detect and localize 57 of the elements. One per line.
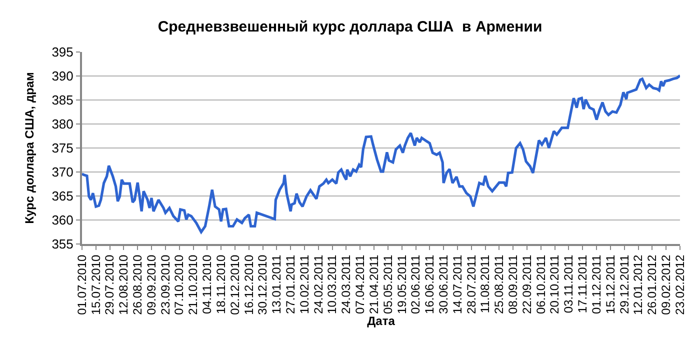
x-tick-label: 27.01.2011: [284, 254, 298, 314]
x-tick-label: 23.09.2010: [158, 254, 172, 315]
x-tick-label: 18.11.2010: [214, 254, 228, 314]
x-tick-label: 21.10.2010: [186, 254, 200, 315]
x-tick-label: 23.02.2012: [672, 254, 687, 315]
y-tick-label: 365: [52, 188, 74, 204]
x-tick-label: 21.04.2011: [366, 254, 381, 314]
x-tick-label: 05.05.2011: [380, 254, 395, 314]
x-tick-label: 20.10.2011: [548, 254, 562, 314]
x-tick-label: 10.02.2011: [297, 254, 312, 314]
x-tick-label: 07.04.2011: [353, 254, 368, 314]
x-tick-label: 22.09.2011: [520, 254, 534, 314]
x-tick-label: 29.07.2010: [102, 254, 117, 315]
x-tick-label: 26.08.2010: [130, 254, 145, 315]
chart-title: Средневзвешенный курс доллара США в Армении: [158, 18, 542, 36]
y-tick-label: 380: [52, 116, 74, 132]
x-tick-label: 06.10.2011: [534, 254, 548, 314]
y-tick-label: 385: [52, 92, 74, 108]
x-tick-label: 11.08.2011: [478, 254, 492, 314]
x-tick-label: 17.11.2011: [576, 254, 590, 314]
x-tick-label: 24.03.2011: [339, 254, 354, 314]
y-tick-label: 390: [52, 68, 74, 84]
x-tick-label: 03.11.2011: [562, 254, 576, 314]
x-tick-label: 29.12.2011: [617, 254, 632, 314]
x-tick-label: 09.02.2012: [658, 254, 673, 315]
x-tick-label: 08.09.2011: [506, 254, 520, 314]
y-tick-label: 375: [52, 140, 74, 156]
x-tick-label: 12.08.2010: [116, 254, 131, 315]
x-axis-title: Дата: [367, 314, 396, 328]
x-tick-label: 09.09.2010: [144, 254, 158, 315]
x-tick-label: 16.12.2010: [242, 254, 256, 315]
x-tick-label: 14.07.2011: [450, 254, 464, 314]
x-tick-label: 01.07.2010: [74, 254, 89, 315]
x-tick-label: 19.05.2011: [394, 254, 409, 314]
x-tick-label: 15.12.2011: [603, 254, 618, 314]
x-tick-label: 04.11.2010: [200, 254, 214, 314]
x-tick-label: 24.02.2011: [311, 254, 326, 314]
x-tick-label: 10.03.2011: [325, 254, 340, 314]
x-tick-label: 01.12.2011: [589, 254, 604, 314]
y-tick-label: 360: [52, 212, 74, 228]
y-tick-label: 370: [52, 164, 74, 180]
x-tick-label: 25.08.2011: [492, 254, 506, 314]
x-tick-label: 16.06.2011: [422, 254, 437, 314]
x-tick-label: 28.07.2011: [464, 254, 478, 314]
x-tick-label: 30.12.2010: [256, 254, 270, 315]
y-tick-label: 355: [52, 236, 74, 252]
line-series: [82, 74, 680, 234]
x-tick-label: 02.06.2011: [408, 254, 423, 314]
x-tick-label: 26.01.2012: [645, 254, 660, 315]
x-tick-label: 30.06.2011: [436, 254, 450, 314]
x-tick-label: 15.07.2010: [88, 254, 103, 315]
x-tick-label: 13.01.2011: [270, 254, 284, 314]
x-tick-label: 02.12.2010: [228, 254, 242, 315]
x-tick-label: 07.10.2010: [172, 254, 186, 315]
x-tick-label: 12.01.2012: [631, 254, 646, 315]
y-tick-label: 395: [52, 44, 74, 60]
y-axis-title: Курс доллара США, драм: [22, 72, 36, 224]
